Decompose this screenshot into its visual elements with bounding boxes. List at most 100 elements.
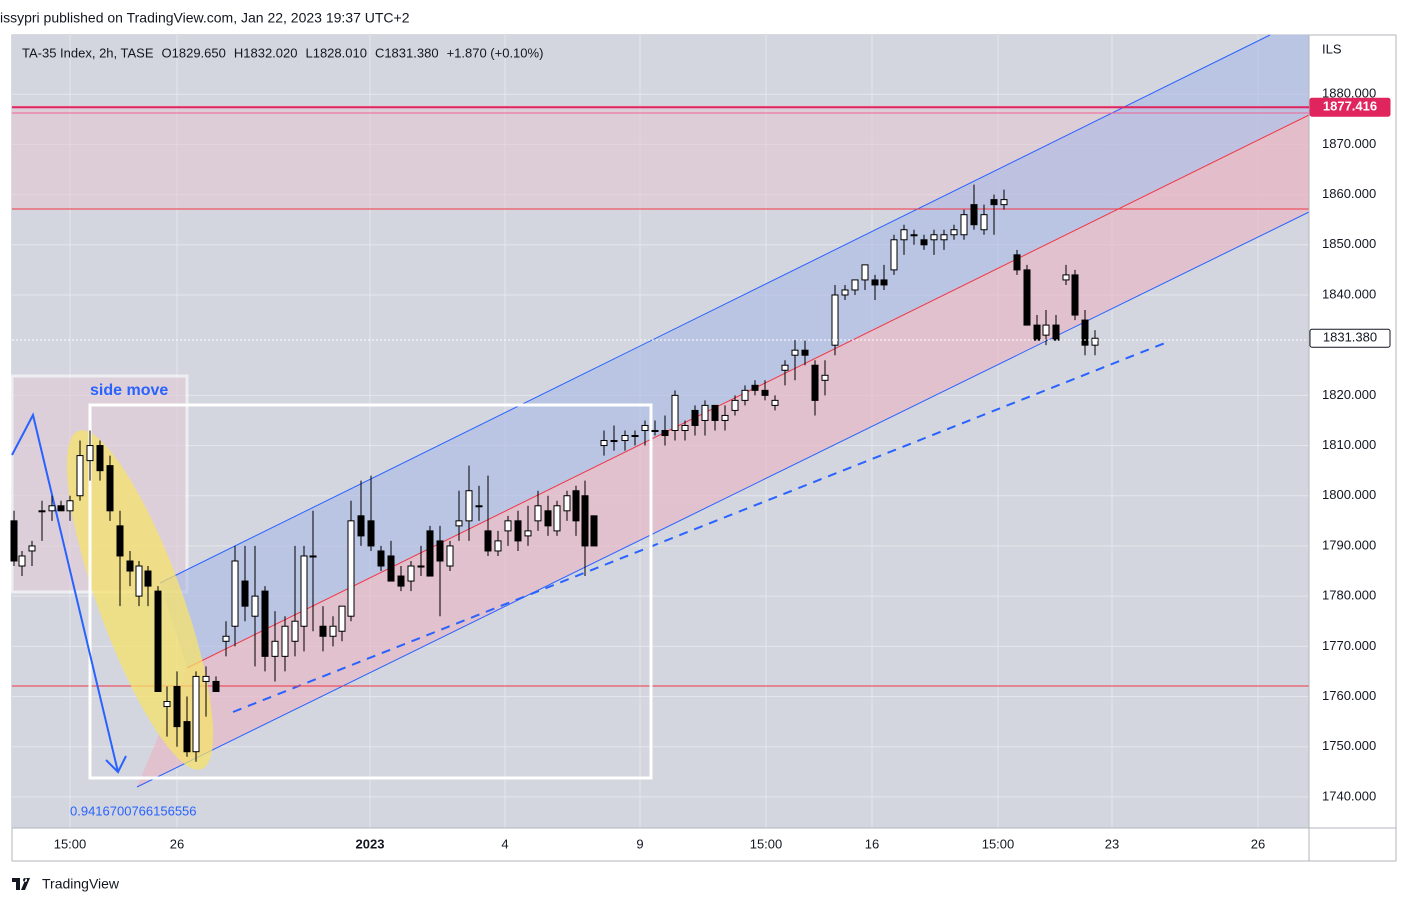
- arrow: [11, 412, 119, 773]
- candle-body: [475, 505, 483, 508]
- legend: TA-35 Index, 2h, TASE O1829.650 H1832.020 L…: [22, 45, 543, 60]
- candle-body: [1091, 337, 1099, 346]
- candle-body: [319, 625, 327, 637]
- candle-body: [192, 675, 200, 753]
- candle-body: [811, 364, 819, 401]
- candle-body: [701, 404, 709, 421]
- candle-body: [1042, 324, 1050, 336]
- candle-body: [1000, 199, 1008, 206]
- candle-body: [731, 399, 739, 411]
- candle-body: [781, 364, 789, 371]
- range-box: [88, 403, 653, 780]
- annotation: side move: [90, 382, 168, 399]
- x-tick-label: 9: [636, 836, 643, 851]
- channel-upper: [160, 35, 1309, 668]
- candle-body: [309, 555, 317, 558]
- candle-body: [436, 540, 444, 562]
- candle-body: [426, 530, 434, 577]
- y-tick-label: 1740.000: [1322, 788, 1376, 803]
- candle-body: [202, 675, 210, 682]
- candle-body: [741, 389, 749, 401]
- candle-body: [671, 394, 679, 431]
- candle-body: [641, 424, 649, 431]
- candle-body: [940, 234, 948, 241]
- candle-body: [880, 279, 888, 286]
- candle-body: [28, 545, 36, 552]
- candle-body: [106, 465, 114, 512]
- candle-body: [950, 229, 958, 236]
- y-tick-label: 1750.000: [1322, 738, 1376, 753]
- candle-body: [930, 234, 938, 241]
- candle-body: [57, 505, 65, 512]
- candle-body: [831, 294, 839, 346]
- candle-body: [590, 515, 598, 547]
- price-tag: [1309, 97, 1391, 117]
- candle-body: [417, 565, 425, 568]
- x-tick-label: 26: [1251, 836, 1265, 851]
- candle-body: [86, 445, 94, 462]
- candle-body: [66, 500, 74, 512]
- candle-body: [661, 429, 669, 437]
- candle-body: [514, 520, 522, 542]
- candle-body: [251, 595, 259, 617]
- candle-body: [821, 374, 829, 381]
- candle-body: [711, 404, 719, 421]
- candle-body: [761, 389, 769, 396]
- candle-body: [271, 640, 279, 657]
- candle-body: [920, 239, 928, 246]
- candle-body: [10, 520, 18, 562]
- candle-body: [484, 530, 492, 552]
- candle-body: [980, 214, 988, 231]
- y-tick-label: 1850.000: [1322, 236, 1376, 251]
- candle-body: [18, 555, 26, 567]
- candle-body: [163, 701, 171, 708]
- candle-body: [281, 625, 289, 657]
- candle-body: [691, 409, 699, 426]
- candle-body: [212, 680, 220, 692]
- candle-body: [154, 590, 162, 692]
- candle-body: [801, 349, 809, 356]
- candle-body: [338, 605, 346, 632]
- candle-body: [621, 435, 629, 442]
- candle-body: [651, 429, 659, 432]
- x-tick-label: 15:00: [54, 836, 87, 851]
- y-tick-label: 1820.000: [1322, 387, 1376, 402]
- candle-body: [751, 384, 759, 391]
- candle-body: [771, 399, 779, 406]
- channel-line: [159, 34, 1271, 584]
- y-tick-label: 1800.000: [1322, 487, 1376, 502]
- currency: ILS: [1322, 41, 1342, 56]
- candle-body: [241, 580, 249, 607]
- candle-body: [534, 505, 542, 522]
- candle-body: [446, 545, 454, 567]
- candle-body: [572, 490, 580, 522]
- candle-body: [1081, 319, 1089, 346]
- price-tag: [1309, 328, 1391, 348]
- y-tick-label: 1860.000: [1322, 186, 1376, 201]
- x-tick-label: 15:00: [982, 836, 1015, 851]
- price-tag-label: 1877.416: [1323, 99, 1377, 114]
- candle-body: [851, 279, 859, 291]
- footer-brand: TradingView: [42, 876, 120, 892]
- channel-lower: [137, 115, 1309, 787]
- candle-body: [960, 214, 968, 236]
- y-tick-label: 1770.000: [1322, 638, 1376, 653]
- candle-body: [261, 590, 269, 657]
- candle-body: [1062, 274, 1070, 281]
- y-tick-label: 1880.000: [1322, 86, 1376, 101]
- candle-body: [455, 520, 463, 527]
- candle-body: [563, 495, 571, 512]
- candle-body: [681, 424, 689, 431]
- candle-body: [581, 495, 589, 547]
- logo-icon: [12, 878, 30, 890]
- y-tick-label: 1840.000: [1322, 286, 1376, 301]
- candle-body: [861, 264, 869, 281]
- candle-body: [116, 525, 124, 557]
- candle-body: [494, 540, 502, 552]
- candle-body: [1052, 324, 1060, 341]
- candle-body: [222, 635, 230, 642]
- candle-body: [791, 349, 799, 356]
- candle-body: [553, 505, 561, 532]
- candle-body: [38, 510, 46, 513]
- annotation: 0.9416700766156556: [70, 803, 197, 818]
